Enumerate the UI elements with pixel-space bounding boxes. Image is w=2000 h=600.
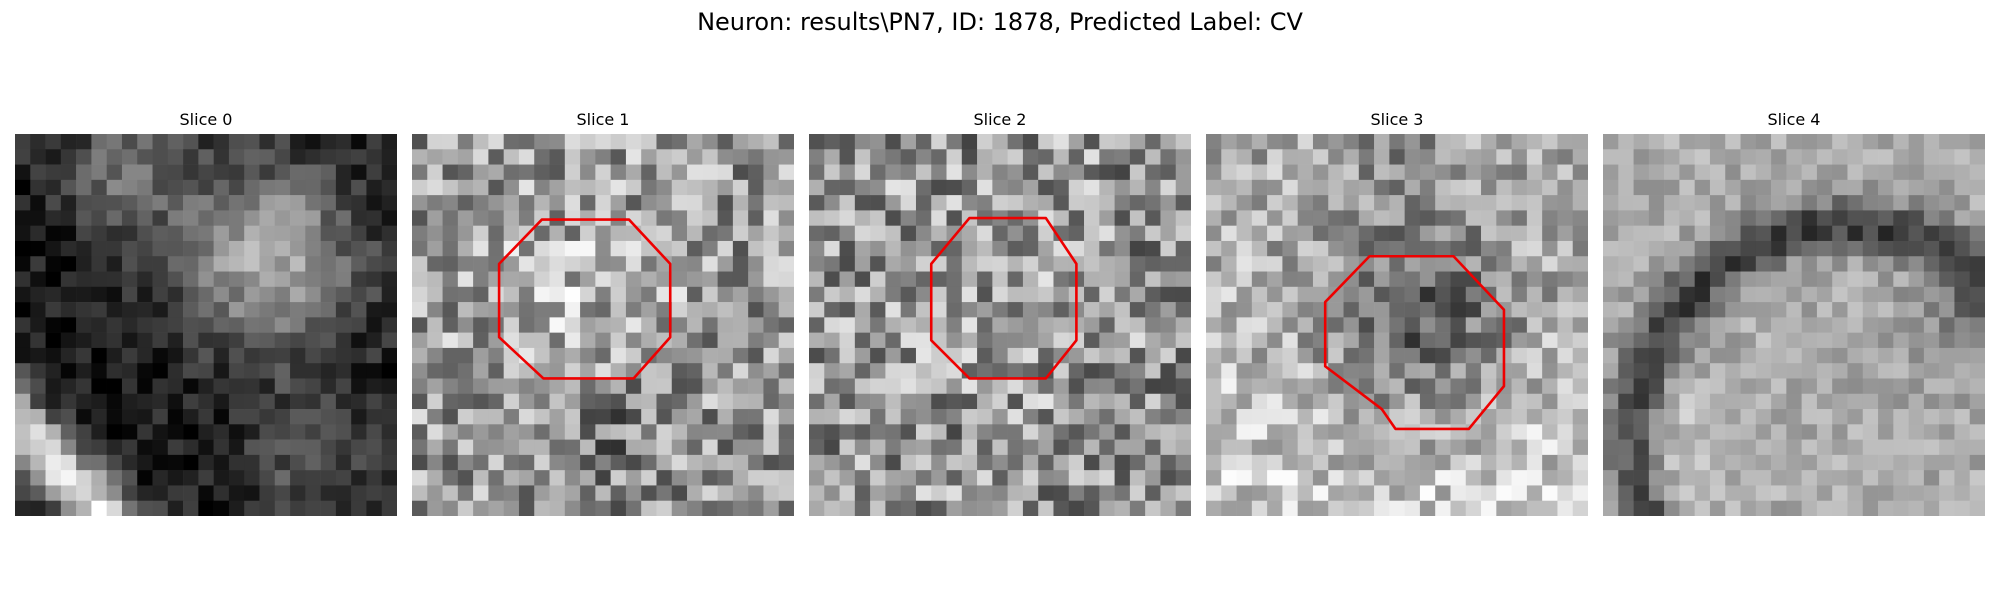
slice-title: Slice 2 bbox=[973, 110, 1027, 129]
slice-image bbox=[1603, 134, 1985, 516]
slice-panel-0: Slice 0 bbox=[15, 108, 397, 516]
slice-image bbox=[412, 134, 794, 516]
vesicle-outline bbox=[1323, 254, 1506, 431]
figure-title: Neuron: results\PN7, ID: 1878, Predicted… bbox=[697, 8, 1303, 36]
slice-title: Slice 0 bbox=[179, 110, 233, 129]
slice-image bbox=[15, 134, 397, 516]
slice-title: Slice 1 bbox=[576, 110, 630, 129]
slice-panel-4: Slice 4 bbox=[1603, 108, 1985, 516]
slice-image bbox=[809, 134, 1191, 516]
slice-panel-2: Slice 2 bbox=[809, 108, 1191, 516]
slice-title: Slice 3 bbox=[1370, 110, 1424, 129]
vesicle-outline bbox=[929, 216, 1078, 380]
vesicle-outline bbox=[497, 218, 672, 380]
slice-image bbox=[1206, 134, 1588, 516]
slice-panel-1: Slice 1 bbox=[412, 108, 794, 516]
slice-panel-3: Slice 3 bbox=[1206, 108, 1588, 516]
slice-title: Slice 4 bbox=[1767, 110, 1821, 129]
